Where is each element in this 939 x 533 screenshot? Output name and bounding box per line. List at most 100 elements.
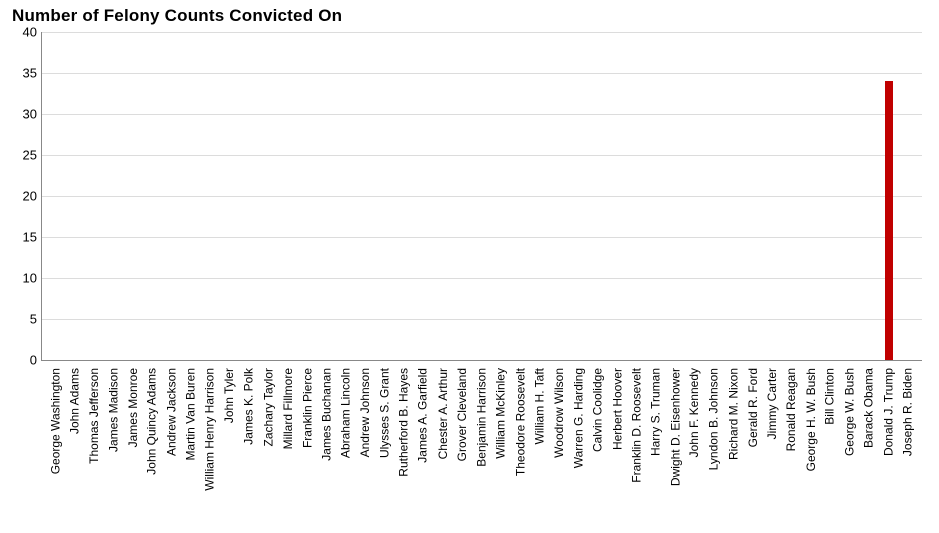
x-tick-label: James Madison: [106, 368, 120, 452]
x-label-slot: Ulysses S. Grant: [375, 368, 394, 528]
x-label-slot: Gerald R. Ford: [744, 368, 763, 528]
x-label-slot: Theodore Roosevelt: [511, 368, 530, 528]
bar-slot: [472, 32, 491, 360]
x-tick-label: William H. Taft: [532, 368, 546, 444]
bar-slot: [240, 32, 259, 360]
bar-slot: [627, 32, 646, 360]
x-tick-label: Richard M. Nixon: [726, 368, 740, 460]
x-label-slot: Franklin D. Roosevelt: [627, 368, 646, 528]
bar-slot: [279, 32, 298, 360]
x-label-slot: John Tyler: [220, 368, 239, 528]
x-label-slot: Jimmy Carter: [763, 368, 782, 528]
x-tick-label: George Washington: [48, 368, 62, 474]
x-tick-label: James Buchanan: [319, 368, 333, 461]
x-tick-label: Millard Fillmore: [280, 368, 294, 449]
bar-slot: [840, 32, 859, 360]
bar-slot: [162, 32, 181, 360]
x-label-slot: Benjamin Harrison: [472, 368, 491, 528]
x-label-slot: Andrew Jackson: [162, 368, 181, 528]
x-tick-label: James A. Garfield: [416, 368, 430, 463]
y-tick-label: 20: [7, 189, 37, 204]
x-tick-label: Andrew Johnson: [358, 368, 372, 457]
x-label-slot: Dwight D. Eisenhower: [666, 368, 685, 528]
x-tick-label: William McKinley: [494, 368, 508, 459]
x-axis: [41, 360, 922, 361]
x-tick-label: Dwight D. Eisenhower: [668, 368, 682, 486]
x-label-slot: Calvin Coolidge: [589, 368, 608, 528]
x-label-slot: William Henry Harrison: [201, 368, 220, 528]
x-tick-label: Andrew Jackson: [164, 368, 178, 456]
x-tick-label: Woodrow Wilson: [552, 368, 566, 458]
y-tick-label: 25: [7, 148, 37, 163]
x-tick-label: Jimmy Carter: [765, 368, 779, 439]
x-tick-label: Herbert Hoover: [610, 368, 624, 450]
x-label-slot: James Buchanan: [317, 368, 336, 528]
x-label-slot: William McKinley: [492, 368, 511, 528]
bar-slot: [782, 32, 801, 360]
bar-slot: [666, 32, 685, 360]
x-label-slot: Zachary Taylor: [259, 368, 278, 528]
x-labels-container: George Washington John Adams Thomas Jeffer…: [42, 368, 922, 528]
bar-slot: [492, 32, 511, 360]
x-tick-label: Martin Van Buren: [184, 368, 198, 461]
x-tick-label: William Henry Harrison: [203, 368, 217, 491]
x-label-slot: George H. W. Bush: [802, 368, 821, 528]
x-label-slot: James Monroe: [124, 368, 143, 528]
bar-slot: [317, 32, 336, 360]
x-label-slot: Donald J. Trump: [879, 368, 898, 528]
x-tick-label: Franklin D. Roosevelt: [629, 368, 643, 483]
chart-page: Number of Felony Counts Convicted On 051…: [0, 0, 939, 533]
x-tick-label: Harry S. Truman: [649, 368, 663, 456]
x-tick-label: John Tyler: [222, 368, 236, 423]
x-tick-label: Chester A. Arthur: [435, 368, 449, 459]
bar-slot: [802, 32, 821, 360]
chart-title: Number of Felony Counts Convicted On: [12, 6, 342, 26]
bar-slot: [395, 32, 414, 360]
x-label-slot: Harry S. Truman: [647, 368, 666, 528]
bar-slot: [530, 32, 549, 360]
bar-slot: [85, 32, 104, 360]
x-tick-label: Zachary Taylor: [261, 368, 275, 446]
bar-slot: [899, 32, 918, 360]
x-tick-label: James Monroe: [125, 368, 139, 447]
y-tick-label: 40: [7, 25, 37, 40]
x-label-slot: Lyndon B. Johnson: [705, 368, 724, 528]
bars-container: [42, 32, 922, 360]
x-tick-label: Theodore Roosevelt: [513, 368, 527, 476]
x-label-slot: Bill Clinton: [821, 368, 840, 528]
x-label-slot: Martin Van Buren: [182, 368, 201, 528]
y-tick-label: 0: [7, 353, 37, 368]
bar-slot: [569, 32, 588, 360]
bar-slot: [46, 32, 65, 360]
bar-slot: [608, 32, 627, 360]
x-label-slot: Millard Fillmore: [279, 368, 298, 528]
x-tick-label: Thomas Jefferson: [87, 368, 101, 464]
x-tick-label: Rutherford B. Hayes: [397, 368, 411, 477]
x-label-slot: Barack Obama: [860, 368, 879, 528]
x-label-slot: James K. Polk: [240, 368, 259, 528]
x-label-slot: James Madison: [104, 368, 123, 528]
bar-slot: [744, 32, 763, 360]
x-tick-label: Donald J. Trump: [881, 368, 895, 456]
bar-slot: [453, 32, 472, 360]
x-tick-label: Abraham Lincoln: [339, 368, 353, 458]
x-label-slot: Abraham Lincoln: [337, 368, 356, 528]
y-tick-label: 35: [7, 66, 37, 81]
x-label-slot: Grover Cleveland: [453, 368, 472, 528]
y-tick-label: 10: [7, 271, 37, 286]
x-tick-label: Grover Cleveland: [455, 368, 469, 461]
bar-slot: [879, 32, 898, 360]
x-label-slot: John Adams: [65, 368, 84, 528]
x-tick-label: John Adams: [67, 368, 81, 434]
bar-slot: [860, 32, 879, 360]
x-tick-label: John Quincy Adams: [145, 368, 159, 475]
x-label-slot: Rutherford B. Hayes: [395, 368, 414, 528]
x-tick-label: Warren G. Harding: [571, 368, 585, 468]
bar-slot: [705, 32, 724, 360]
bar-slot: [375, 32, 394, 360]
x-label-slot: George Washington: [46, 368, 65, 528]
bar-slot: [434, 32, 453, 360]
x-label-slot: Richard M. Nixon: [724, 368, 743, 528]
x-tick-label: Franklin Pierce: [300, 368, 314, 448]
bar-slot: [182, 32, 201, 360]
